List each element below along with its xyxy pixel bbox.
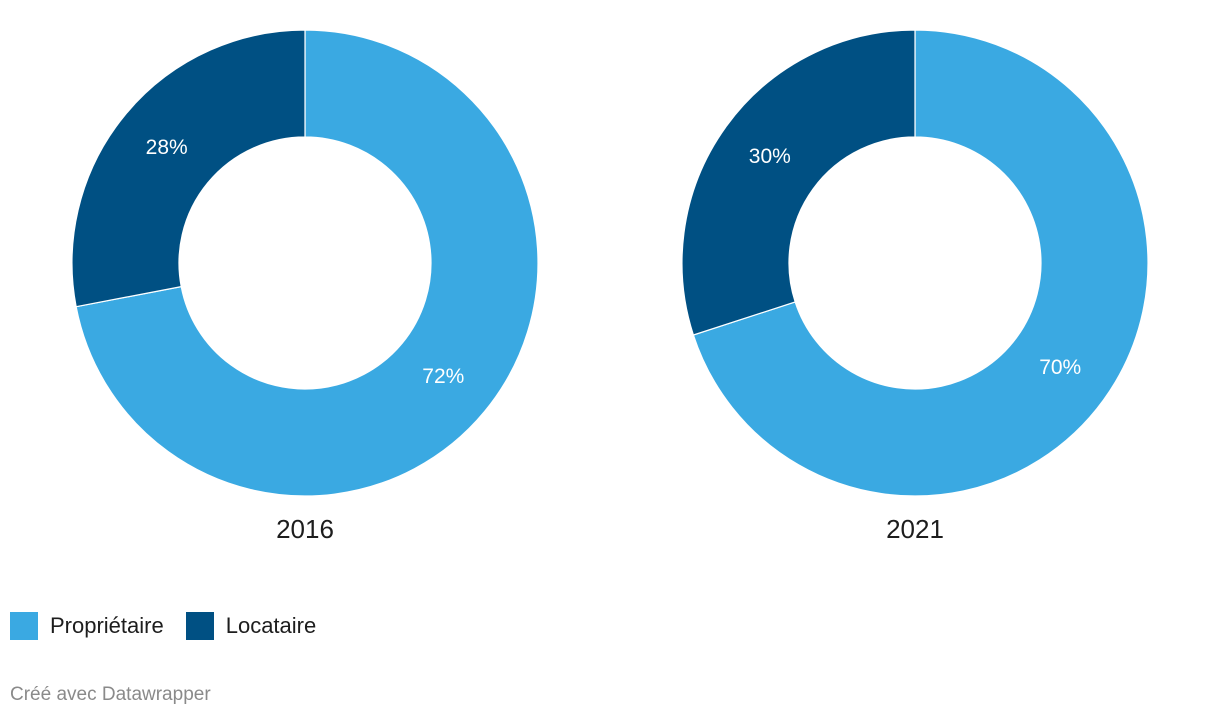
slice-label-2016-propriétaire: 72%: [422, 365, 464, 388]
chart-title-2016: 2016: [276, 514, 334, 544]
legend-swatch-proprietaire: [10, 612, 38, 640]
donut-charts-svg: 72% 28% 70% 30%: [71, 29, 1149, 497]
credit-text: Créé avec Datawrapper: [10, 684, 211, 705]
slice-2021-locataire: [681, 29, 916, 336]
slice-2021-propriétaire: [692, 29, 1149, 497]
slice-2016-locataire: [71, 29, 306, 308]
slice-label-2016-locataire: 28%: [146, 136, 188, 159]
legend-label-proprietaire: Propriétaire: [50, 613, 164, 638]
legend: Propriétaire Locataire: [10, 612, 338, 640]
slice-2016-propriétaire: [75, 29, 539, 497]
slice-label-2021-propriétaire: 70%: [1039, 356, 1081, 379]
legend-item-locataire: Locataire: [185, 612, 317, 640]
legend-item-proprietaire: Propriétaire: [10, 612, 164, 640]
legend-label-locataire: Locataire: [225, 613, 317, 638]
chart-title-2021: 2021: [886, 514, 944, 544]
legend-swatch-locataire: [185, 612, 214, 640]
slice-label-2021-locataire: 30%: [749, 145, 791, 168]
charts-area: 72% 28% 70% 30% 2016 2021: [71, 29, 1149, 544]
